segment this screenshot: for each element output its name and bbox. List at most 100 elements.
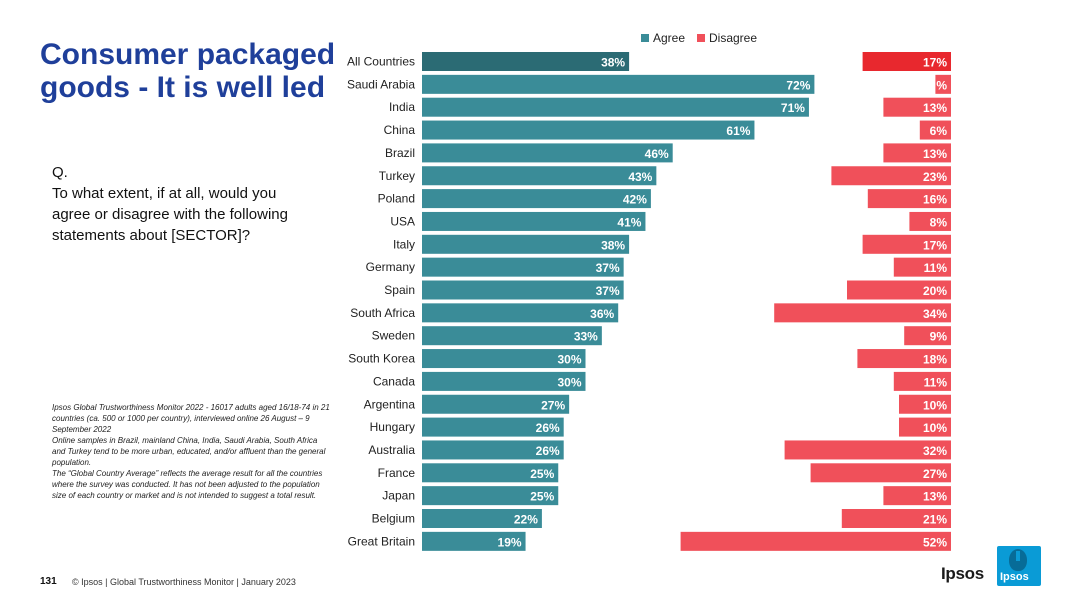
agree-value-label: 25%	[530, 467, 554, 481]
category-label: All Countries	[347, 55, 415, 69]
category-label: Belgium	[372, 512, 415, 526]
legend-label-disagree: Disagree	[709, 31, 757, 45]
disagree-bar	[893, 257, 951, 277]
category-label: China	[384, 123, 416, 137]
disagree-value-label: 11%	[924, 261, 948, 275]
disagree-bar	[883, 143, 951, 163]
agree-bar	[422, 303, 619, 323]
category-label: South Africa	[350, 306, 415, 320]
legend-label-agree: Agree	[653, 31, 685, 45]
category-label: Canada	[373, 374, 415, 388]
disagree-bar	[831, 166, 951, 186]
disagree-value-label: 10%	[923, 398, 947, 412]
disagree-value-label: 8%	[930, 215, 948, 229]
agree-bar	[422, 52, 630, 71]
disagree-bar	[810, 463, 951, 483]
disagree-value-label: 23%	[923, 170, 947, 184]
disagree-value-label: 11%	[924, 375, 948, 389]
disagree-value-label: 17%	[923, 238, 947, 252]
legend-swatch-disagree	[697, 34, 705, 42]
disagree-value-label: 52%	[923, 535, 947, 549]
agree-value-label: 26%	[536, 421, 560, 435]
category-label: Brazil	[385, 146, 415, 160]
question-block: Q. To what extent, if at all, would you …	[52, 162, 292, 246]
category-label: Japan	[382, 489, 415, 503]
disagree-value-label: %	[936, 78, 947, 92]
disagree-value-label: 21%	[923, 513, 947, 527]
agree-bar	[422, 189, 651, 209]
ipsos-wordmark: Ipsos	[941, 564, 984, 583]
disagree-bar	[847, 280, 951, 300]
agree-bar	[422, 211, 646, 231]
agree-value-label: 33%	[574, 330, 598, 344]
disagree-bar	[784, 440, 951, 460]
disagree-bar	[899, 417, 951, 437]
agree-bar	[422, 531, 526, 551]
agree-value-label: 19%	[498, 535, 522, 549]
category-label: Italy	[393, 237, 415, 251]
agree-bar	[422, 440, 564, 460]
disagree-value-label: 13%	[923, 490, 947, 504]
category-label: Hungary	[370, 420, 415, 434]
disagree-bar	[904, 326, 951, 346]
category-label: Sweden	[372, 329, 415, 343]
copyright-text: © Ipsos | Global Trustworthiness Monitor…	[72, 577, 296, 587]
agree-bar	[422, 394, 570, 414]
agree-bar	[422, 74, 815, 94]
disagree-value-label: 34%	[923, 307, 947, 321]
logo-badge-text: Ipsos	[1000, 571, 1029, 583]
disagree-value-label: 6%	[930, 124, 948, 138]
agree-value-label: 72%	[786, 78, 810, 92]
disagree-bar	[935, 74, 951, 94]
page-number: 131	[40, 576, 57, 587]
agree-value-label: 71%	[781, 101, 805, 115]
agree-value-label: 25%	[530, 490, 554, 504]
disagree-value-label: 32%	[923, 444, 947, 458]
category-label: USA	[390, 214, 415, 228]
category-label: Saudi Arabia	[347, 77, 415, 91]
agree-bar	[422, 143, 673, 163]
slide-title: Consumer packaged goods - It is well led	[40, 38, 336, 104]
category-label: Poland	[378, 192, 415, 206]
agree-value-label: 30%	[557, 375, 581, 389]
agree-value-label: 38%	[601, 238, 625, 252]
question-prefix: Q.	[52, 164, 68, 181]
disagree-bar	[841, 509, 951, 528]
disagree-bar	[857, 349, 951, 369]
agree-value-label: 61%	[726, 124, 750, 138]
agree-bar	[422, 257, 624, 277]
agree-value-label: 46%	[645, 147, 669, 161]
disagree-value-label: 10%	[923, 421, 947, 435]
agree-value-label: 41%	[617, 215, 641, 229]
category-label: India	[389, 100, 415, 114]
disagree-bar	[862, 52, 951, 71]
disagree-bar	[883, 97, 951, 117]
category-label: Australia	[368, 443, 415, 457]
agree-value-label: 30%	[557, 353, 581, 367]
agree-value-label: 37%	[596, 284, 620, 298]
agree-bar	[422, 120, 755, 140]
disagree-bar	[899, 394, 951, 414]
disagree-value-label: 9%	[930, 330, 948, 344]
footnote-line: Online samples in Brazil, mainland China…	[52, 436, 326, 467]
agree-bar	[422, 280, 624, 300]
disagree-bar	[862, 234, 951, 254]
agree-bar	[422, 463, 559, 483]
disagree-value-label: 16%	[923, 193, 947, 207]
disagree-bar	[867, 189, 951, 209]
agree-bar	[422, 234, 630, 254]
methodology-footnote: Ipsos Global Trustworthiness Monitor 202…	[52, 402, 332, 501]
chart-legend: Agree Disagree	[641, 31, 757, 45]
agree-bar	[422, 486, 559, 506]
agree-bar	[422, 417, 564, 437]
disagree-value-label: 18%	[923, 353, 947, 367]
agree-value-label: 37%	[596, 261, 620, 275]
agree-value-label: 22%	[514, 513, 538, 527]
disagree-bar	[774, 303, 951, 323]
agree-value-label: 36%	[590, 307, 614, 321]
footnote-line: Ipsos Global Trustworthiness Monitor 202…	[52, 403, 330, 434]
category-label: Argentina	[364, 397, 416, 411]
question-text: To what extent, if at all, would you agr…	[52, 185, 288, 244]
category-label: Spain	[384, 283, 415, 297]
